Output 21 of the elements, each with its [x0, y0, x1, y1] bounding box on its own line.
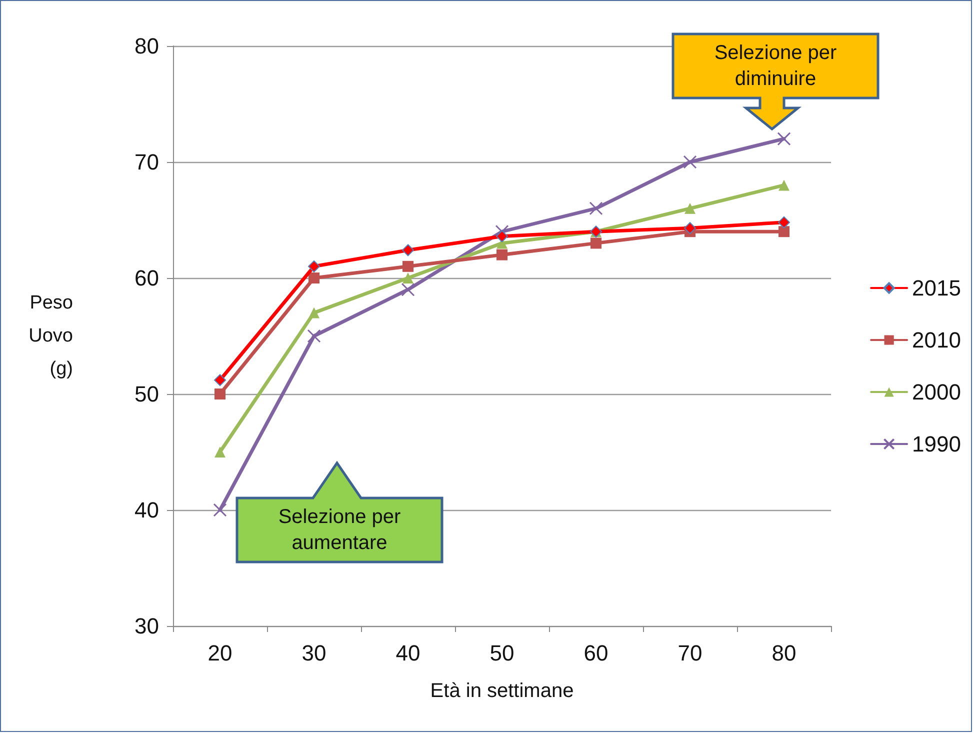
y-tick-label: 70 — [134, 150, 159, 174]
x-tick-label: 30 — [302, 640, 326, 666]
legend-label: 2000 — [912, 380, 962, 404]
annotation: Selezione per diminuire — [713, 41, 838, 92]
x-tick-label: 20 — [208, 640, 232, 666]
legend-label: 1990 — [912, 432, 962, 456]
y-tick-label: 30 — [134, 614, 159, 638]
x-tick-label: 40 — [396, 640, 420, 666]
y-tick-label: 60 — [134, 266, 159, 290]
x-tick-label: 60 — [584, 640, 608, 666]
y-tick-label: 80 — [134, 34, 159, 58]
x-axis-title: Età in settimane — [430, 680, 574, 702]
legend-label: 2015 — [912, 276, 962, 300]
y-axis-title: Peso Uovo (g) — [28, 292, 73, 380]
y-tick-label: 50 — [134, 382, 159, 406]
annotation: Selezione per aumentare — [277, 505, 402, 556]
x-tick-label: 50 — [490, 640, 514, 666]
legend-label: 2010 — [912, 328, 962, 352]
x-tick-label: 80 — [772, 640, 796, 666]
x-tick-label: 70 — [678, 640, 702, 666]
y-tick-label: 40 — [134, 498, 159, 522]
